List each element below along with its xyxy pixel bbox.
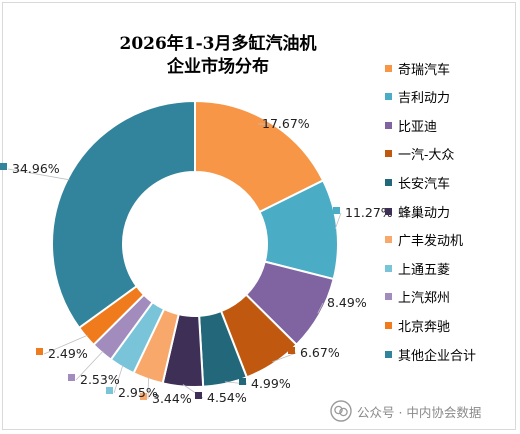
value-label-2: 11.27% <box>345 205 393 220</box>
legend-item-8: 上通五菱 <box>385 258 450 278</box>
legend-label: 吉利动力 <box>398 91 451 107</box>
value-label-10: 2.49% <box>48 346 88 361</box>
legend-item-7: 广丰发动机 <box>385 230 463 250</box>
legend-label: 奇瑞汽车 <box>398 62 451 78</box>
value-label-1: 17.67% <box>262 116 310 131</box>
value-label-11: 34.96% <box>12 161 60 176</box>
legend-item-11: 其他企业合计 <box>385 344 476 364</box>
legend-swatch <box>385 321 392 329</box>
label-marker-9 <box>68 374 75 381</box>
leader-line-8 <box>113 365 124 394</box>
legend-item-10: 北京奔驰 <box>385 315 450 335</box>
label-marker-4 <box>288 347 295 354</box>
leader-line-11 <box>7 168 70 181</box>
leader-line-4 <box>272 352 297 363</box>
legend-item-4: 一汽-大众 <box>385 144 454 164</box>
leader-line-3 <box>317 302 324 314</box>
label-marker-8 <box>106 387 113 394</box>
legend-label: 一汽-大众 <box>398 148 455 164</box>
label-marker-10 <box>36 348 43 355</box>
legend-label: 其他企业合计 <box>398 348 477 364</box>
label-marker-5 <box>239 378 246 385</box>
legend-label: 长安汽车 <box>398 176 451 192</box>
legend-label: 上通五菱 <box>398 262 451 278</box>
label-marker-7 <box>140 393 147 400</box>
label-marker-2 <box>333 207 340 214</box>
label-marker-3 <box>315 297 322 304</box>
value-label-7: 3.44% <box>152 391 192 406</box>
legend-item-6: 蜂巢动力 <box>385 201 450 221</box>
value-label-8: 2.95% <box>118 385 158 400</box>
legend-item-2: 吉利动力 <box>385 87 450 107</box>
legend-item-3: 比亚迪 <box>385 115 437 135</box>
value-label-5: 4.99% <box>251 376 291 391</box>
legend-swatch <box>385 350 392 358</box>
legend-label: 北京奔驰 <box>398 319 451 335</box>
value-label-3: 8.49% <box>327 295 367 310</box>
label-marker-1 <box>250 118 257 125</box>
legend-item-1: 奇瑞汽车 <box>385 58 450 78</box>
value-label-6: 4.54% <box>207 390 247 405</box>
legend-label: 广丰发动机 <box>398 234 464 250</box>
legend-item-5: 长安汽车 <box>385 172 450 192</box>
chart-frame <box>2 2 516 430</box>
leader-line-9 <box>75 350 104 381</box>
legend-swatch <box>385 293 392 301</box>
value-label-9: 2.53% <box>80 372 120 387</box>
leader-line-10 <box>43 334 88 355</box>
watermark-text: 公众号 · 中内协会数据 <box>357 404 482 420</box>
legend-swatch <box>385 264 392 272</box>
legend-swatch <box>385 207 392 215</box>
legend-item-9: 上汽郑州 <box>385 287 450 307</box>
legend-label: 比亚迪 <box>398 119 438 135</box>
chart-title-line-2: 企业市场分布 <box>167 57 269 77</box>
legend-swatch <box>385 178 392 186</box>
legend-swatch <box>385 150 392 158</box>
legend-swatch <box>385 121 392 129</box>
legend-label: 上汽郑州 <box>398 291 451 307</box>
legend-swatch <box>385 93 392 101</box>
slice-11 <box>51 99 196 330</box>
leader-line-2 <box>334 212 342 230</box>
legend-swatch <box>385 64 392 72</box>
legend-label: 蜂巢动力 <box>398 205 451 221</box>
wechat-official-account-icon <box>330 400 352 422</box>
label-marker-11 <box>0 163 7 170</box>
legend-swatch <box>385 236 392 244</box>
chart-title-line-1: 2026年1-3月多缸汽油机 <box>119 34 317 54</box>
value-label-4: 6.67% <box>300 345 340 360</box>
label-marker-6 <box>195 392 202 399</box>
watermark: 公众号 · 中内协会数据 <box>330 400 481 422</box>
